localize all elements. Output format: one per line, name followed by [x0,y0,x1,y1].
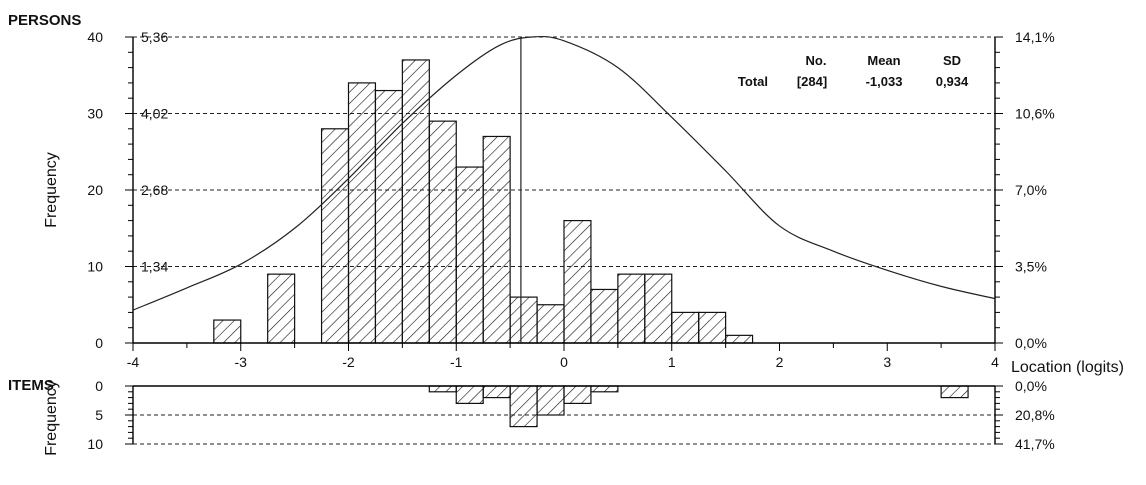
x-tick-label: -4 [127,354,140,370]
persons-y-tick-label: 30 [87,106,103,122]
items-section-label: ITEMS [8,377,54,394]
items-y-axis-label: Frequency [43,380,60,456]
persons-y-tick-label: 10 [87,259,103,275]
persons-y-right-tick-label: 10,6% [1015,106,1055,122]
x-tick-label: 2 [776,354,784,370]
items-bar [590,385,619,393]
stats-sd: 0,934 [936,74,969,89]
items-axes [125,385,1003,445]
persons-y-inner-tick-label: 5,36 [141,29,168,45]
x-tick-label: 3 [883,354,891,370]
x-tick-label: -2 [342,354,355,370]
persons-distribution-curve [132,35,996,311]
items-bar [536,385,565,416]
persons-bar [455,166,484,344]
persons-bar [374,89,403,344]
items-bar [482,385,511,399]
persons-bar [428,120,457,344]
persons-y-inner-tick-label: 2,68 [141,182,168,198]
persons-y-inner-tick-label: 1,34 [141,259,168,275]
items-y-ticks: 0 5 10 0,0% 20,8% 41,7% [87,378,1054,452]
items-y-tick-label: 10 [87,436,103,452]
persons-bar [536,304,565,344]
persons-bar [644,273,673,344]
persons-y-right-tick-label: 7,0% [1015,182,1047,198]
persons-y-right-tick-label: 14,1% [1015,29,1055,45]
items-y-right-tick-label: 20,8% [1015,407,1055,423]
persons-bar [725,334,754,344]
persons-y-tick-label: 40 [87,29,103,45]
items-y-right-tick-label: 0,0% [1015,378,1047,394]
items-bar [428,385,457,393]
persons-bar [267,273,296,344]
items-bar [563,385,592,404]
x-tick-label: 1 [668,354,676,370]
stats-count: [284] [797,74,827,89]
persons-bars [213,59,754,344]
x-ticks: -4 -3 -2 -1 0 1 2 3 4 [127,343,999,370]
persons-bar [698,311,727,344]
items-bar [455,385,484,404]
items-bars [428,385,969,428]
stats-row-label: Total [738,74,768,89]
persons-y-tick-label: 20 [87,182,103,198]
items-bar [509,385,538,428]
persons-y-inner-tick-label: 4,02 [141,106,168,122]
items-y-right-tick-label: 41,7% [1015,436,1055,452]
persons-bar [509,296,538,344]
items-bar [940,385,969,399]
stats-header-sd: SD [943,53,961,68]
items-y-tick-label: 5 [95,407,103,423]
x-tick-label: 4 [991,354,999,370]
persons-section-label: PERSONS [8,12,81,29]
persons-bar [563,220,592,344]
persons-bar [401,59,430,344]
persons-y-right-tick-label: 3,5% [1015,259,1047,275]
x-axis-label: Location (logits) [1011,359,1124,376]
persons-bar [320,128,350,344]
x-tick-label: 0 [560,354,568,370]
persons-y-axis-label: Frequency [43,152,60,228]
persons-bar [213,319,242,344]
persons-y-tick-label: 0 [95,335,103,351]
persons-bar [482,135,511,344]
persons-bar [617,273,646,344]
persons-bar [347,82,377,344]
stats-header-mean: Mean [867,53,900,68]
persons-y-ticks: 0 10 20 30 40 1,34 2,68 4,02 5,36 0,0% 3,5% 7,0% 10,… [87,29,1054,351]
items-grid [133,414,995,445]
stats-header-no: No. [806,53,827,68]
persons-bar [671,311,700,344]
x-tick-label: -1 [450,354,463,370]
persons-y-right-tick-label: 0,0% [1015,335,1047,351]
persons-bar [590,288,619,344]
x-tick-label: -3 [235,354,248,370]
stats-mean: -1,033 [866,74,903,89]
items-y-tick-label: 0 [95,378,103,394]
stats-table: No. Mean SD Total [284] -1,033 0,934 [738,53,969,89]
